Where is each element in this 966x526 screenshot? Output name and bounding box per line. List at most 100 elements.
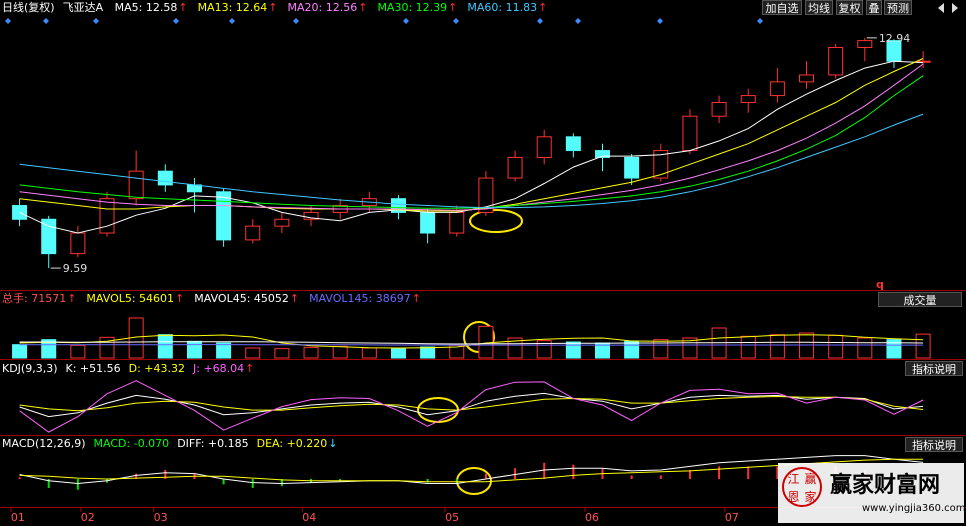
volume-bar — [624, 340, 640, 359]
high-label: 12.94 — [879, 32, 911, 45]
seal-char: 恩 — [787, 490, 800, 504]
candle-body — [41, 218, 57, 255]
candle-body — [128, 170, 144, 200]
volume-bar — [157, 334, 173, 359]
header-item: MA20: 12.56 — [287, 1, 358, 14]
header-item: K: +51.56 — [65, 362, 121, 375]
x-tick-label: 05 — [445, 511, 459, 524]
header-item: D: +43.32 — [128, 362, 186, 375]
volume-bar — [216, 342, 232, 359]
kdj-header: KDJ(9,3,3) K: +51.56 D: +43.32 J: +68.04↑ — [2, 362, 264, 376]
header-item: MA30: 12.39 — [377, 1, 448, 14]
kdj-help-button[interactable]: 指标说明 — [905, 361, 963, 376]
volume-bar — [303, 346, 319, 359]
toolbar-button[interactable]: 复权 — [836, 0, 863, 15]
candle-body — [420, 211, 436, 234]
candle-body — [682, 115, 698, 152]
header-arrow: ↑ — [67, 292, 77, 305]
candle-body — [740, 95, 756, 103]
volume-bar — [332, 345, 348, 359]
brand: 赢家财富网 — [830, 473, 941, 498]
seal-char: 江 — [787, 472, 800, 486]
watermark: 江赢恩家 赢家财富网 www.yingjia360.com — [778, 463, 966, 523]
ma-line — [19, 63, 924, 211]
volume-bar — [769, 334, 785, 359]
header-item: KDJ(9,3,3) — [2, 362, 58, 375]
volume-bar — [886, 339, 902, 359]
candle-body — [12, 205, 28, 220]
header-arrow: ↑ — [448, 1, 458, 14]
header-arrow: ↑ — [289, 292, 300, 305]
ma-line — [19, 75, 924, 209]
candle-body — [449, 211, 465, 234]
macd-help-button[interactable]: 指标说明 — [905, 437, 963, 452]
volume-bar — [653, 339, 669, 359]
signal-diamonds — [5, 18, 763, 24]
header-item: DIFF: +0.185 — [177, 437, 249, 450]
volume-bar — [915, 333, 931, 359]
volume-bar — [857, 337, 873, 359]
toolbar-button[interactable]: 预测 — [884, 0, 912, 15]
corner-mark: q — [876, 278, 884, 291]
candle-body — [828, 46, 844, 76]
seal: 江赢恩家 — [782, 467, 822, 507]
toolbar-button[interactable]: 加自选 — [762, 0, 802, 15]
volume-bar — [828, 334, 844, 359]
volume-bar — [12, 344, 28, 359]
volume-bar — [361, 347, 377, 359]
nav-arrows[interactable] — [938, 3, 958, 13]
header-item: MA5: 12.58 — [114, 1, 178, 14]
toolbar-button[interactable]: 均线 — [805, 0, 833, 15]
ma-line — [19, 58, 924, 212]
volume-bar — [565, 341, 581, 359]
header-item: J: +68.04 — [193, 362, 245, 375]
candle-body — [70, 232, 86, 255]
x-tick-label: 06 — [585, 511, 599, 524]
kdj-line — [19, 380, 924, 433]
volume-bar — [245, 347, 261, 359]
x-tick-label: 04 — [302, 511, 316, 524]
toolbar-button[interactable]: 叠 — [866, 0, 882, 15]
indicator-dropdown[interactable]: 成交量 — [878, 292, 962, 307]
volume-header: 总手: 71571↑ MAVOL5: 54601↑ MAVOL45: 45052↑ M… — [2, 292, 431, 306]
mavol-line — [19, 344, 924, 346]
volume-bar — [186, 340, 202, 359]
x-tick-label: 02 — [81, 511, 95, 524]
header-item: 总手: 71571 — [2, 292, 67, 305]
macd-header: MACD(12,26,9) MACD: -0.070 DIFF: +0.185 DEA… — [2, 437, 348, 451]
header-item: MAVOL45: 45052 — [194, 292, 289, 305]
candle-body — [595, 150, 610, 158]
seal-char: 家 — [804, 490, 817, 504]
candle-body — [536, 136, 552, 158]
candle-body — [769, 81, 785, 97]
volume-bar — [70, 344, 86, 359]
main-header: 日线(复权) 飞亚达A MA5: 12.58↑ MA13: 12.64↑ MA20: … — [2, 1, 557, 15]
ma-line — [19, 113, 924, 209]
header-arrow: ↑ — [268, 1, 278, 14]
x-tick-label: 03 — [154, 511, 168, 524]
header-arrow: ↑ — [175, 292, 185, 305]
volume-bar — [390, 348, 406, 359]
candle-body — [157, 170, 173, 186]
candle-body — [799, 74, 815, 83]
low-label: 9.59 — [63, 262, 88, 275]
volume-bar — [274, 348, 290, 359]
candle-body — [303, 211, 319, 220]
candle-body — [507, 156, 523, 179]
header-arrow: ↑ — [411, 292, 421, 305]
x-tick-label: 07 — [725, 511, 739, 524]
header-item: MA60: 11.83 — [467, 1, 538, 14]
candle-body — [653, 150, 669, 179]
volume-bar — [740, 335, 756, 359]
header-arrow: ↑ — [538, 1, 548, 14]
header-item: MACD(12,26,9) — [2, 437, 86, 450]
stock-name: 飞亚达A — [62, 1, 104, 14]
url: www.yingjia360.com — [862, 503, 966, 514]
candle-body — [624, 156, 640, 179]
header-item: DEA: +0.220 — [256, 437, 328, 450]
candle-body — [274, 218, 290, 227]
kdj-line — [19, 395, 924, 412]
header-item: MAVOL5: 54601 — [86, 292, 175, 305]
header-arrow: ↓ — [328, 437, 338, 450]
